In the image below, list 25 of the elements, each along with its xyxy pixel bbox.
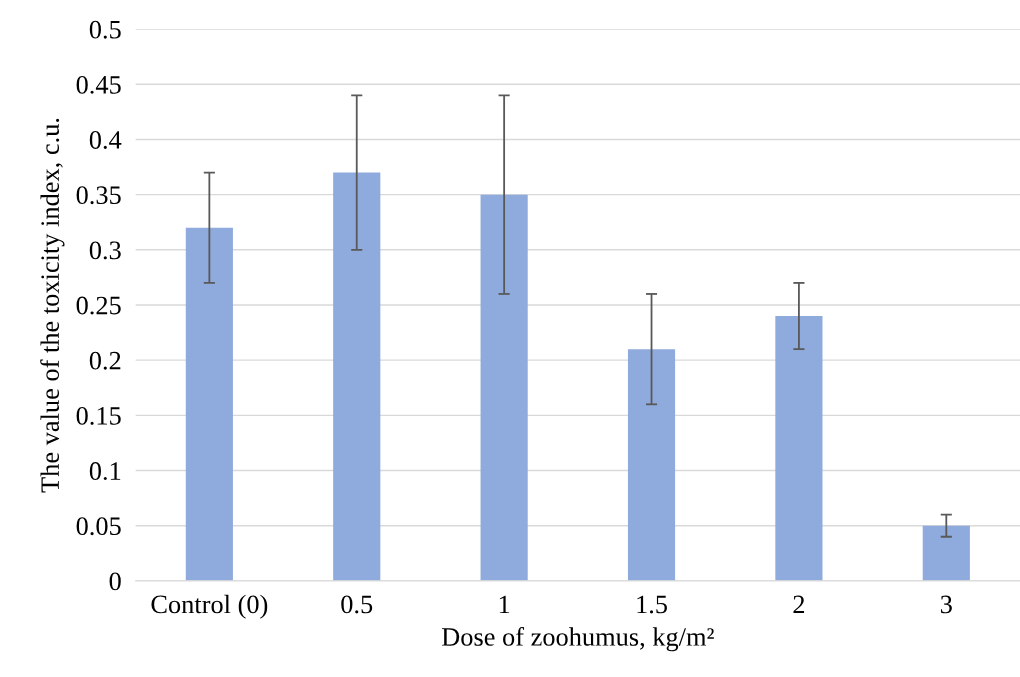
y-tick-label: 0.5 [89, 20, 121, 39]
bar [922, 525, 970, 581]
bar [775, 316, 823, 581]
x-tick-label: 1 [499, 595, 510, 614]
y-tick-label: 0.35 [76, 186, 121, 205]
bar [333, 172, 381, 581]
y-tick-label: 0.2 [89, 351, 121, 370]
bar [185, 227, 233, 581]
x-tick-label: 3 [940, 595, 952, 614]
x-tick-label: 1.5 [637, 595, 667, 614]
bar [627, 349, 676, 581]
y-tick-label: 0.05 [76, 517, 121, 536]
x-tick-label: 2 [793, 595, 805, 614]
y-tick-label: 0.25 [76, 296, 121, 315]
x-tick-label: Control (0) [151, 594, 268, 619]
y-tick-label: 0.4 [89, 131, 122, 149]
y-tick-label: 0.45 [76, 75, 121, 94]
bar [480, 194, 528, 581]
y-axis-title: The value of the toxicity index, c.u. [40, 118, 65, 493]
y-tick-label: 0.3 [89, 241, 121, 260]
x-axis-title: Dose of zoohumus, kg/m² [441, 627, 714, 652]
y-tick-label: 0.1 [89, 462, 121, 481]
y-tick-label: 0 [109, 572, 121, 591]
y-tick-label: 0.15 [76, 406, 121, 425]
x-tick-label: 0.5 [341, 595, 373, 614]
